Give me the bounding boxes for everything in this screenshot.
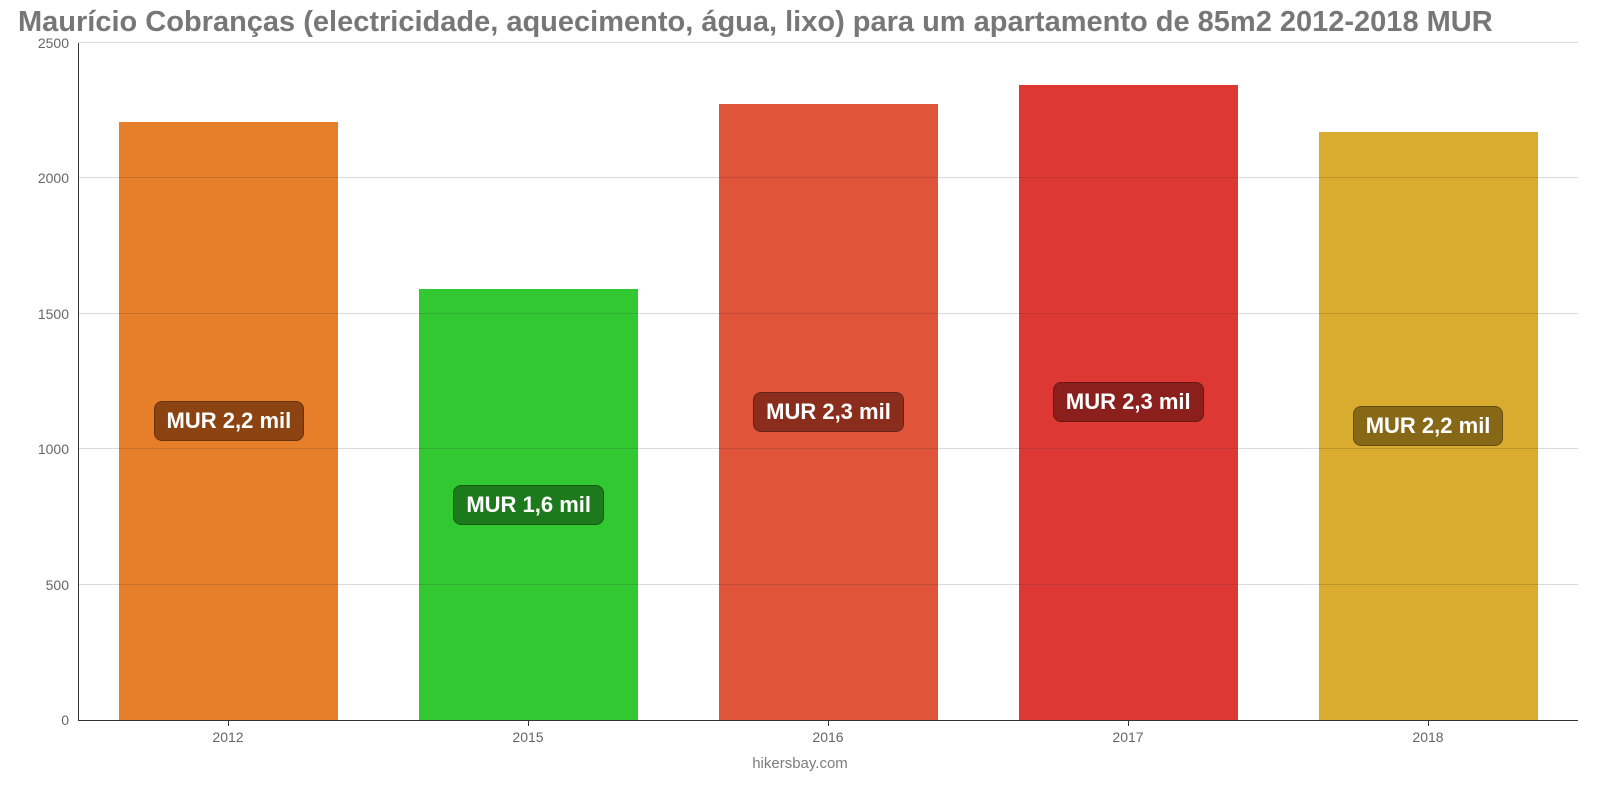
bar: MUR 2,2 mil (1319, 132, 1538, 720)
bar: MUR 2,3 mil (1019, 85, 1238, 720)
y-tick-label: 1000 (38, 441, 79, 457)
y-tick-label: 2000 (38, 170, 79, 186)
bar: MUR 1,6 mil (419, 289, 638, 720)
chart-footer: hikersbay.com (18, 745, 1582, 772)
bar-slot: MUR 2,2 mil (79, 43, 379, 720)
bar-value-label: MUR 2,3 mil (1053, 382, 1204, 422)
gridline (79, 448, 1578, 449)
x-tick-label: 2017 (978, 721, 1278, 745)
x-tick-label: 2016 (678, 721, 978, 745)
bar-slot: MUR 2,2 mil (1278, 43, 1578, 720)
y-tick-label: 1500 (38, 306, 79, 322)
chart-title: Maurício Cobranças (electricidade, aquec… (18, 0, 1582, 43)
gridline (79, 584, 1578, 585)
y-tick-label: 0 (61, 712, 79, 728)
bars-container: MUR 2,2 mil MUR 1,6 mil MUR 2,3 mil MUR 2,3… (79, 43, 1578, 720)
x-tick-label: 2018 (1278, 721, 1578, 745)
y-tick-label: 500 (46, 577, 79, 593)
bar-slot: MUR 2,3 mil (978, 43, 1278, 720)
bar-value-label: MUR 2,2 mil (154, 401, 305, 441)
bar-value-label: MUR 2,2 mil (1353, 406, 1504, 446)
y-tick-label: 2500 (38, 35, 79, 51)
x-axis: 20122015201620172018 (78, 721, 1578, 745)
bar-value-label: MUR 1,6 mil (453, 485, 604, 525)
plot-area: MUR 2,2 mil MUR 1,6 mil MUR 2,3 mil MUR 2,3… (78, 43, 1578, 721)
bar-slot: MUR 1,6 mil (379, 43, 679, 720)
bar: MUR 2,3 mil (719, 104, 938, 720)
bar-chart: Maurício Cobranças (electricidade, aquec… (0, 0, 1600, 800)
bar-slot: MUR 2,3 mil (679, 43, 979, 720)
gridline (79, 177, 1578, 178)
bar-value-label: MUR 2,3 mil (753, 392, 904, 432)
gridline (79, 313, 1578, 314)
x-tick-label: 2012 (78, 721, 378, 745)
bar: MUR 2,2 mil (119, 122, 338, 720)
gridline (79, 42, 1578, 43)
x-tick-label: 2015 (378, 721, 678, 745)
